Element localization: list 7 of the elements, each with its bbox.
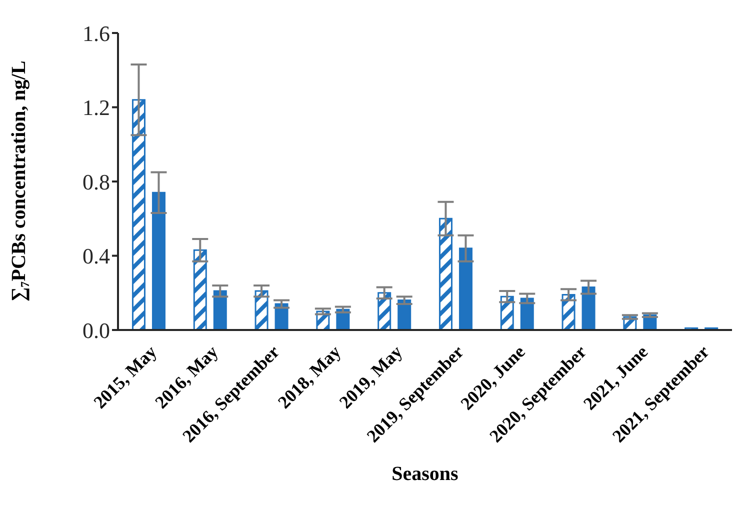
y-tick-label: 0.0: [82, 318, 110, 343]
y-tick-label: 0.8: [82, 169, 110, 194]
x-axis-title: Seasons: [392, 463, 459, 485]
y-tick-label: 1.6: [82, 20, 110, 46]
y-tick-label: 1.2: [82, 95, 110, 120]
y-axis-title: ∑₇PCBs concentration, ng/L: [8, 60, 30, 302]
y-tick-label: 0.4: [82, 244, 110, 269]
